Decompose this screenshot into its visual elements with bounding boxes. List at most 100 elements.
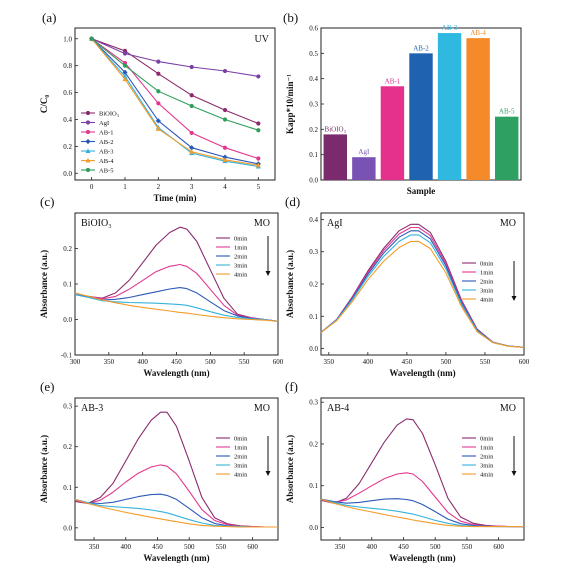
data-point: [155, 118, 161, 124]
x-tick-label: 550: [216, 543, 227, 551]
legend-label: 3min: [480, 287, 494, 294]
bar-category-label: AB-5: [499, 108, 515, 116]
panel-c-spectra: -0.1 0.0 0.1 0.2 Absorbance (a.u.) 300 350 400 4…: [39, 212, 284, 378]
y-tick-label: 0.0: [309, 345, 318, 353]
y-tick-label: 1.0: [63, 35, 72, 43]
y-tick-label: 0.1: [309, 313, 318, 321]
x-axis-label: Wavelength (nm): [143, 553, 209, 563]
x-tick-label: 450: [398, 543, 409, 551]
legend-label: 2min: [234, 253, 248, 260]
legend-label: 0min: [480, 260, 494, 267]
panel-letter-b: (b): [283, 10, 298, 25]
panel-title: BiOIO₃: [81, 218, 112, 229]
x-tick-label: 300: [70, 358, 81, 366]
time-arrow-head: [511, 296, 517, 301]
data-point: [122, 51, 128, 56]
panel-tag: MO: [500, 218, 516, 229]
y-tick-label: 0.6: [63, 89, 72, 97]
y-tick-label: 0.5: [309, 50, 318, 58]
bar-5: [466, 38, 490, 181]
legend-label: 2min: [480, 453, 494, 460]
legend-label: AB-4: [99, 158, 114, 165]
data-point: [189, 145, 195, 151]
x-tick-label: 500: [184, 543, 195, 551]
series-line-4: [91, 38, 259, 168]
x-tick-label: 550: [480, 358, 491, 366]
y-axis-label: Absorbance (a.u.): [285, 250, 295, 318]
data-point: [222, 107, 228, 113]
data-point: [85, 167, 91, 173]
spectrum-line-2: [320, 230, 525, 348]
y-axis-label: Absorbance (a.u.): [39, 435, 49, 503]
legend-label: 3min: [480, 462, 494, 469]
legend-label: AB-5: [99, 167, 113, 174]
y-tick-label: 0.8: [63, 62, 72, 70]
y-tick-label: 0.0: [309, 524, 318, 532]
y-tick-label: 0.2: [309, 440, 318, 448]
x-tick-label: 1: [123, 183, 127, 191]
y-tick-label: 0.3: [309, 101, 318, 109]
y-tick-label: 0.0: [63, 524, 72, 532]
x-tick-label: 350: [335, 543, 346, 551]
y-axis-label: Absorbance (a.u.): [285, 435, 295, 503]
plot-frame: [320, 397, 525, 541]
panel-e-spectra: 0.0 0.1 0.2 0.3 Absorbance (a.u.) 350 400 450 50…: [39, 397, 279, 563]
x-tick-label: 350: [324, 358, 335, 366]
x-tick-label: 450: [152, 543, 163, 551]
x-axis-label: Sample: [407, 186, 436, 196]
panel-tag: MO: [500, 403, 516, 414]
time-arrow-head: [265, 471, 271, 476]
spectrum-line-0: [74, 411, 278, 528]
data-point: [89, 36, 94, 41]
y-tick-label: 0.6: [309, 25, 318, 33]
x-tick-label: 500: [430, 543, 441, 551]
legend-label: 1min: [480, 444, 494, 451]
panel-letter-c: (c): [40, 194, 54, 209]
data-point: [189, 64, 194, 70]
y-tick-label: 0.1: [63, 484, 72, 492]
legend-label: 4min: [234, 271, 248, 278]
series-line-6: [91, 38, 259, 131]
y-tick-label: 0.1: [63, 281, 72, 289]
panel-d-spectra: 0.0 0.1 0.2 0.3 0.4 Absorbance (a.u.) 350 400 45…: [285, 212, 530, 378]
data-point: [156, 101, 161, 106]
x-tick-label: 400: [367, 543, 378, 551]
legend-label: 1min: [234, 244, 248, 251]
plot-frame: [320, 212, 525, 356]
y-tick-label: 0.4: [309, 216, 318, 224]
y-tick-label: 0.0: [63, 316, 72, 324]
legend-label: 4min: [480, 296, 494, 303]
x-tick-label: 600: [273, 358, 284, 366]
y-tick-label: 0.4: [63, 116, 72, 124]
y-tick-label: 0.4: [309, 75, 318, 83]
legend-label: BiOIO₃: [99, 110, 119, 117]
panel-letter-e: (e): [40, 379, 54, 394]
series-line-0: [91, 38, 259, 125]
spectrum-line-3: [320, 234, 525, 348]
spectrum-line-4: [320, 240, 525, 348]
y-tick-label: 0.0: [309, 177, 318, 185]
bar-category-label: AB-4: [470, 29, 486, 37]
y-tick-label: 0.0: [63, 170, 72, 178]
y-tick-label: 0.2: [63, 143, 72, 151]
legend-label: 4min: [234, 471, 248, 478]
y-tick-label: 0.2: [63, 245, 72, 253]
y-tick-label: 0.3: [309, 399, 318, 407]
series-line-1: [91, 38, 259, 77]
y-axis-label: C/C₀: [39, 95, 49, 113]
data-point: [122, 76, 128, 82]
data-point: [85, 129, 91, 135]
data-point: [189, 149, 195, 154]
data-point: [122, 69, 128, 75]
series-line-5: [91, 38, 259, 166]
bar-category-label: AgI: [358, 148, 370, 156]
legend-label: 4min: [480, 471, 494, 478]
data-point: [256, 74, 261, 79]
bar-1: [352, 157, 376, 180]
legend-label: 0min: [234, 235, 248, 242]
spectrum-line-4: [74, 498, 278, 528]
x-tick-label: 600: [493, 543, 504, 551]
spectrum-line-1: [320, 226, 525, 348]
y-axis-label: Kapp*10/min⁻¹: [285, 74, 295, 134]
